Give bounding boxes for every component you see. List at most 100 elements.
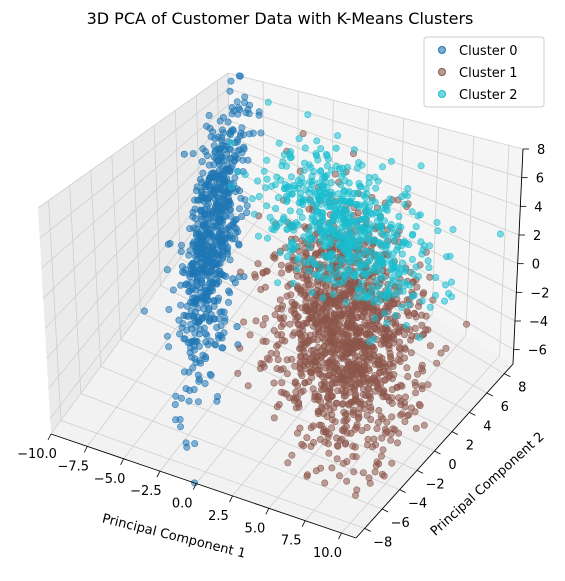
data-point xyxy=(310,358,318,366)
data-point xyxy=(292,404,300,412)
data-point xyxy=(277,315,285,323)
data-point xyxy=(345,199,353,207)
data-point xyxy=(187,307,195,315)
data-point xyxy=(177,423,185,431)
data-point xyxy=(305,205,313,213)
data-point xyxy=(191,252,199,260)
data-point xyxy=(335,288,343,296)
data-point xyxy=(276,296,284,304)
data-point xyxy=(410,291,418,299)
data-point xyxy=(324,440,332,448)
data-point xyxy=(260,167,268,175)
data-point xyxy=(273,342,281,350)
data-point xyxy=(335,341,343,349)
data-point xyxy=(431,291,439,299)
data-point xyxy=(316,274,324,282)
data-point xyxy=(345,289,353,297)
grid-line xyxy=(228,104,521,207)
data-point xyxy=(378,354,386,362)
z-tick-label: −6 xyxy=(528,344,547,359)
data-point xyxy=(394,271,402,279)
data-point xyxy=(323,228,331,236)
data-point xyxy=(203,271,211,279)
data-point xyxy=(214,133,222,141)
data-point xyxy=(275,400,283,408)
data-point xyxy=(447,278,455,286)
data-point xyxy=(279,365,287,373)
data-point xyxy=(321,241,329,249)
data-point xyxy=(372,276,380,284)
grid-line xyxy=(111,155,122,340)
data-point xyxy=(378,470,386,478)
data-point xyxy=(376,239,384,247)
y-tick-mark xyxy=(434,450,441,455)
data-point xyxy=(414,302,422,310)
data-point xyxy=(355,201,363,209)
data-point xyxy=(426,242,434,250)
data-point xyxy=(301,365,309,373)
data-point xyxy=(304,307,312,315)
data-point xyxy=(218,308,226,316)
x-tick-label: −10.0 xyxy=(17,447,57,462)
data-point xyxy=(276,219,284,227)
data-point xyxy=(198,158,206,166)
data-point xyxy=(172,416,180,424)
data-point xyxy=(314,343,322,351)
data-point xyxy=(198,179,206,187)
data-point xyxy=(363,423,371,431)
grid-line xyxy=(80,393,383,510)
data-point xyxy=(331,379,339,387)
z-tick-label: 8 xyxy=(537,143,545,158)
data-point xyxy=(347,307,355,315)
data-point xyxy=(388,260,396,268)
data-point xyxy=(362,260,370,268)
data-point xyxy=(379,388,387,396)
data-point xyxy=(283,253,291,261)
data-point xyxy=(381,217,389,225)
data-point xyxy=(322,428,330,436)
data-point xyxy=(403,192,411,200)
data-point xyxy=(358,427,366,435)
grid-line xyxy=(120,339,418,471)
data-point xyxy=(208,231,216,239)
data-point xyxy=(228,110,236,118)
x-tick-label: 2.5 xyxy=(208,509,229,524)
data-point xyxy=(388,385,396,393)
data-point xyxy=(332,144,340,152)
data-point xyxy=(230,223,238,231)
data-point xyxy=(335,472,343,480)
data-point xyxy=(414,272,422,280)
y-tick-label: −4 xyxy=(408,497,427,512)
data-point xyxy=(407,349,415,357)
grid-line xyxy=(42,119,230,299)
data-point xyxy=(213,250,221,258)
data-point xyxy=(212,203,220,211)
data-point xyxy=(278,162,286,170)
data-point xyxy=(408,231,416,239)
y-tick-mark xyxy=(504,373,511,378)
data-point xyxy=(278,379,286,387)
z-tick-label: 2 xyxy=(533,229,541,244)
data-point xyxy=(448,293,456,301)
data-point xyxy=(391,321,399,329)
data-point xyxy=(234,228,242,236)
data-point xyxy=(226,289,234,297)
data-point xyxy=(166,240,174,248)
data-point xyxy=(207,371,215,379)
data-point xyxy=(357,252,365,260)
data-point xyxy=(365,179,373,187)
data-point xyxy=(426,342,434,350)
data-point xyxy=(252,317,260,325)
grid-line xyxy=(465,136,475,336)
data-point xyxy=(301,332,309,340)
y-tick-mark xyxy=(451,431,459,436)
data-point xyxy=(235,72,243,80)
data-point xyxy=(234,168,242,176)
data-point xyxy=(379,259,387,267)
data-point xyxy=(371,387,379,395)
data-point xyxy=(176,330,184,338)
data-point xyxy=(318,353,326,361)
data-point xyxy=(397,397,405,405)
data-point xyxy=(290,305,298,313)
data-point xyxy=(315,318,323,326)
